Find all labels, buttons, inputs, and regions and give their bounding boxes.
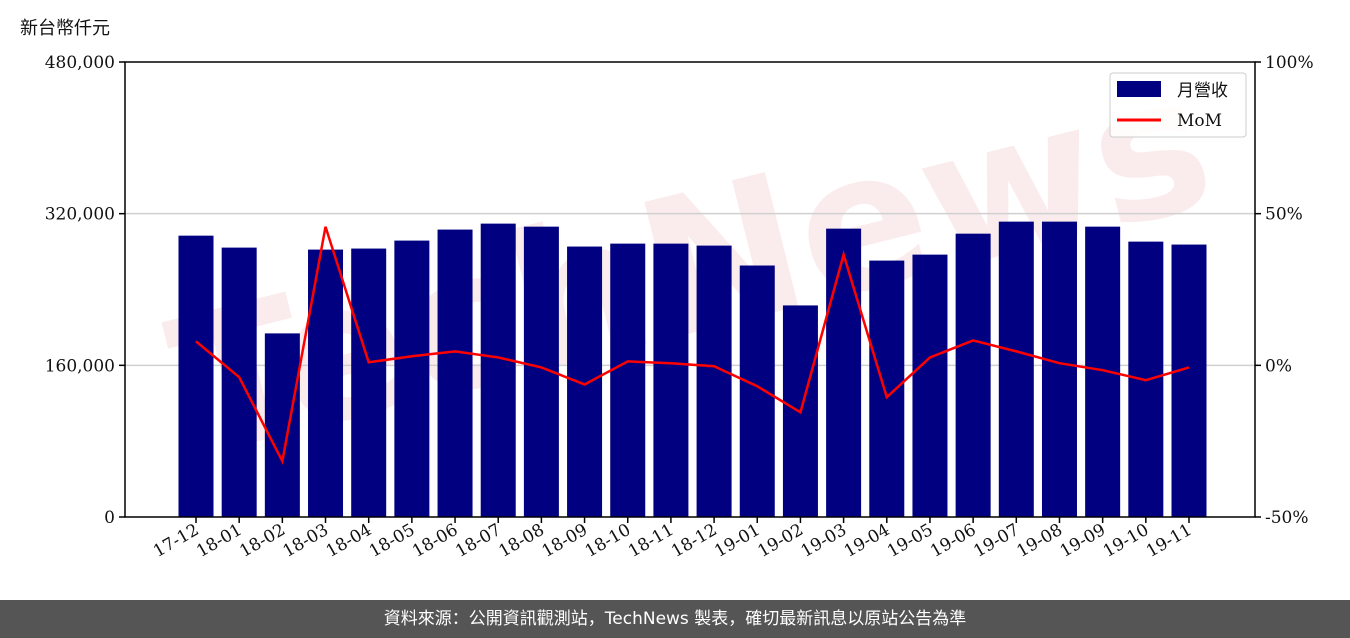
- bar-18-01: [221, 247, 257, 517]
- left-tick-label: 0: [104, 508, 115, 528]
- right-tick-label: -50%: [1265, 508, 1309, 528]
- left-tick-label: 160,000: [45, 356, 115, 376]
- bar-18-04: [351, 248, 387, 518]
- x-tick-label: 18-04: [323, 520, 375, 562]
- x-tick-label: 19-05: [884, 520, 936, 562]
- chart: TechNews0160,000320,000480,000-50%0%50%1…: [45, 30, 1314, 562]
- x-tick-label: 18-01: [193, 520, 245, 562]
- legend-bar-swatch: [1117, 81, 1161, 97]
- plot-frame: [124, 61, 1256, 518]
- x-tick-label: 18-11: [625, 520, 677, 562]
- x-tick-label: 18-02: [236, 520, 288, 562]
- bar-18-12: [696, 245, 732, 518]
- right-tick-label: 50%: [1265, 205, 1303, 225]
- x-tick-label: 19-08: [1014, 520, 1066, 562]
- x-tick-label: 18-05: [366, 520, 418, 562]
- x-tick-label: 18-09: [539, 520, 591, 562]
- x-tick-label: 17-12: [150, 520, 202, 562]
- bar-19-05: [912, 254, 948, 517]
- bar-17-12: [178, 235, 214, 518]
- bar-18-10: [610, 243, 646, 517]
- x-tick-label: 18-10: [582, 520, 634, 562]
- bar-19-01: [739, 265, 775, 517]
- bar-19-08: [1041, 221, 1077, 518]
- x-tick-label: 19-03: [798, 520, 850, 562]
- x-tick-label: 18-06: [409, 520, 461, 562]
- bar-19-04: [869, 260, 905, 517]
- left-tick-label: 480,000: [45, 53, 115, 73]
- bar-19-07: [998, 221, 1034, 518]
- right-tick-label: 100%: [1265, 53, 1314, 73]
- x-tick-label: 19-11: [1143, 520, 1195, 562]
- x-tick-label: 18-03: [280, 520, 332, 562]
- x-tick-label: 19-01: [711, 520, 763, 562]
- x-tick-label: 19-10: [1100, 520, 1152, 562]
- x-tick-label: 19-06: [927, 520, 979, 562]
- left-tick-label: 320,000: [45, 205, 115, 225]
- x-tick-label: 19-04: [841, 520, 893, 562]
- bar-18-02: [264, 333, 300, 517]
- x-tick-label: 18-12: [668, 520, 720, 562]
- bar-19-11: [1171, 244, 1207, 517]
- bar-19-03: [826, 228, 862, 518]
- x-tick-label: 19-02: [754, 520, 806, 562]
- bar-19-06: [955, 233, 991, 517]
- x-tick-label: 18-07: [452, 520, 504, 562]
- legend-label-mom: MoM: [1177, 111, 1222, 131]
- x-tick-label: 19-09: [1057, 520, 1109, 562]
- bar-18-06: [437, 229, 473, 517]
- bar-18-05: [394, 240, 430, 517]
- bar-18-07: [480, 223, 516, 517]
- bar-18-09: [567, 246, 603, 517]
- legend-label-revenue: 月營收: [1177, 81, 1228, 101]
- bar-18-11: [653, 243, 689, 517]
- source-footer: 資料來源：公開資訊觀測站，TechNews 製表，確切最新訊息以原站公告為準: [0, 600, 1350, 638]
- mom-line: [195, 226, 1190, 466]
- x-tick-label: 18-08: [495, 520, 547, 562]
- unit-label: 新台幣仟元: [20, 18, 110, 39]
- x-tick-label: 19-07: [970, 520, 1022, 562]
- right-tick-label: 0%: [1265, 356, 1292, 376]
